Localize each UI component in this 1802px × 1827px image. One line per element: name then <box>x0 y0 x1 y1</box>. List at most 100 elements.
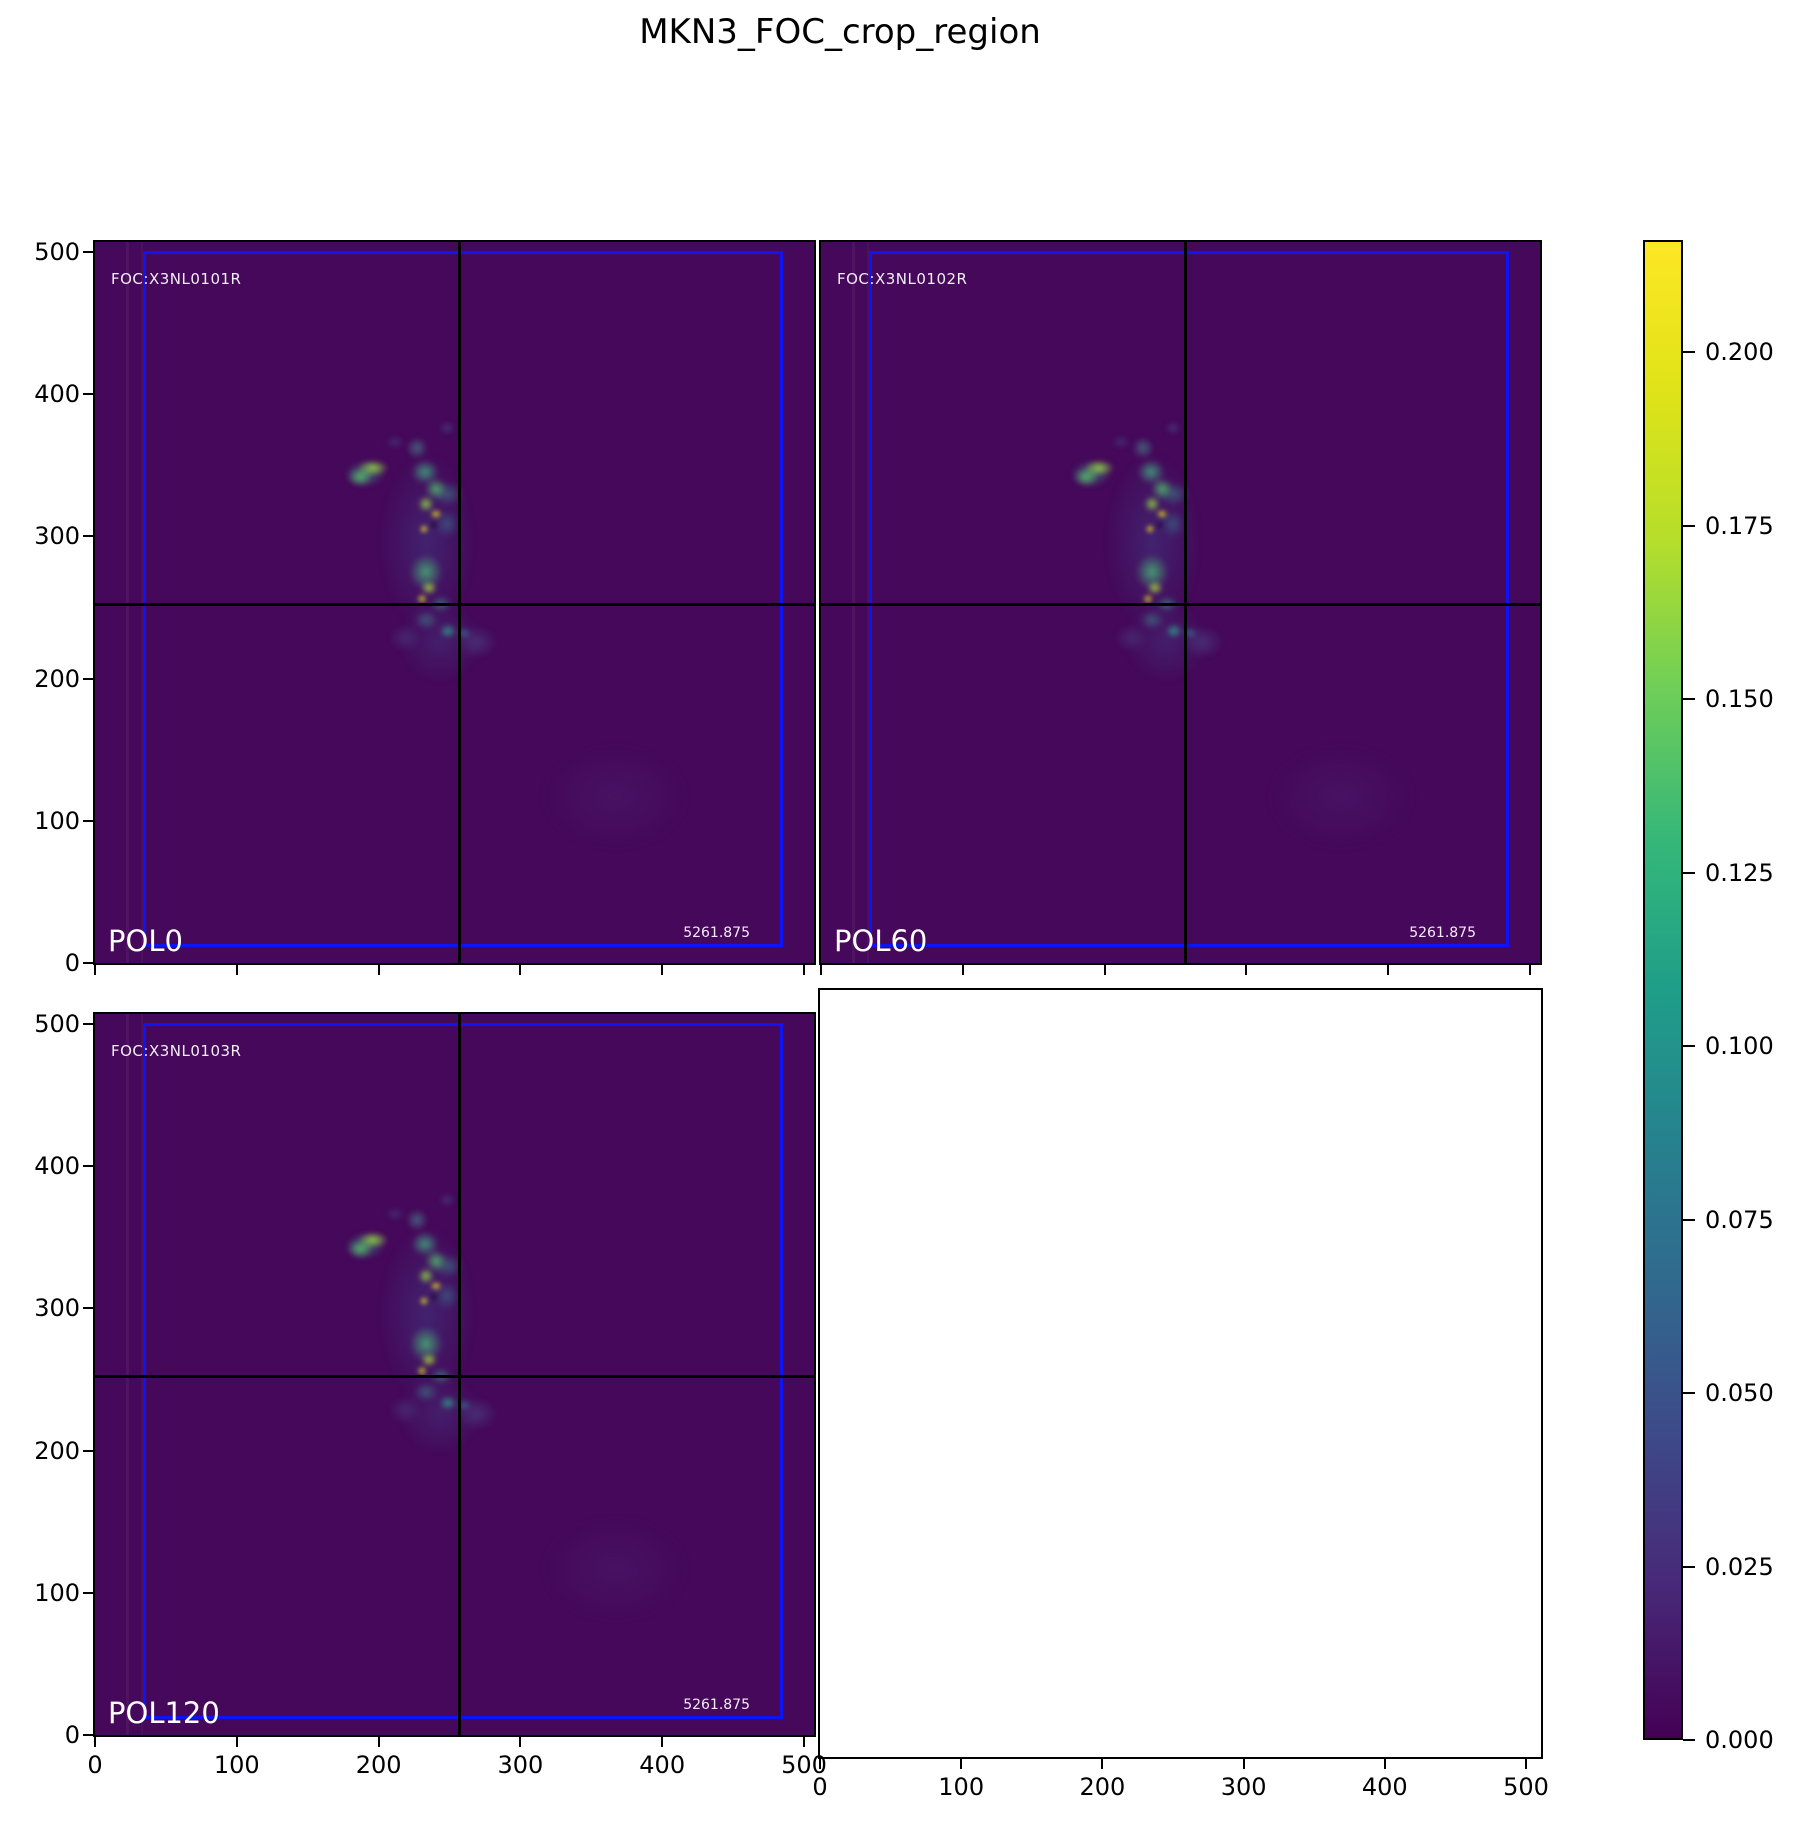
x-tick <box>1525 1759 1527 1769</box>
colorbar-tick-label: 0.125 <box>1705 858 1774 887</box>
y-tick <box>83 1734 93 1736</box>
foc-exposure-label: FOC:X3NL0101R <box>111 270 242 288</box>
x-tick-label: 300 <box>497 1751 544 1779</box>
figure-title: MKN3_FOC_crop_region <box>639 12 1041 52</box>
x-tick <box>661 965 664 975</box>
galaxy-emission-image <box>95 1014 814 1735</box>
crosshair-horizontal <box>95 1375 814 1378</box>
value-annotation: 5261.875 <box>683 1697 750 1713</box>
foc-exposure-label: FOC:X3NL0102R <box>837 270 968 288</box>
x-tick-label: 0 <box>87 1751 103 1779</box>
y-tick-label: 100 <box>34 1578 80 1607</box>
x-tick <box>1101 1759 1104 1769</box>
colorbar-tick-label: 0.075 <box>1705 1205 1774 1234</box>
x-tick-label: 100 <box>213 1751 260 1779</box>
x-tick <box>960 1759 963 1769</box>
x-tick-label: 400 <box>1361 1773 1408 1801</box>
colorbar-tick <box>1683 524 1695 527</box>
colorbar-tick <box>1683 1565 1695 1568</box>
x-tick <box>661 1737 664 1747</box>
x-tick <box>1383 1759 1386 1769</box>
x-tick <box>819 1759 821 1769</box>
y-tick-label: 300 <box>34 1294 80 1323</box>
x-tick-label: 300 <box>1220 1773 1267 1801</box>
colorbar-tick-label: 0.175 <box>1705 511 1774 540</box>
colorbar-tick <box>1683 1392 1695 1395</box>
colorbar-tick <box>1683 351 1695 354</box>
x-tick-label: 200 <box>1079 1773 1126 1801</box>
y-tick-label: 400 <box>34 1152 80 1181</box>
polarizer-label: POL120 <box>108 1696 220 1730</box>
y-tick-label: 200 <box>34 664 80 693</box>
x-tick <box>1387 965 1390 975</box>
y-tick <box>83 1307 93 1310</box>
colorbar-tick <box>1683 1218 1695 1221</box>
colorbar-tick-label: 0.150 <box>1705 685 1774 714</box>
y-tick-label: 200 <box>34 1436 80 1465</box>
subplot-pol120: FOC:X3NL0103R POL120 5261.875 <box>93 1012 816 1737</box>
x-tick <box>1529 965 1531 975</box>
y-tick <box>83 819 93 822</box>
y-tick <box>83 251 93 253</box>
x-tick <box>519 965 522 975</box>
value-annotation: 5261.875 <box>683 925 750 941</box>
y-tick-label: 0 <box>64 1721 80 1749</box>
crop-region-box <box>143 1023 783 1719</box>
x-tick-label: 400 <box>639 1751 686 1779</box>
y-tick <box>83 1165 93 1168</box>
x-tick <box>803 965 805 975</box>
x-tick <box>1242 1759 1245 1769</box>
crosshair-vertical <box>1184 242 1187 963</box>
y-tick-label: 100 <box>34 806 80 835</box>
x-tick <box>820 965 822 975</box>
colorbar-tick-label: 0.050 <box>1705 1379 1774 1408</box>
x-tick <box>377 1737 380 1747</box>
y-tick <box>83 1023 93 1025</box>
galaxy-emission-image <box>821 242 1540 963</box>
value-annotation: 5261.875 <box>1409 925 1476 941</box>
colorbar-tick <box>1683 1045 1695 1048</box>
subplot-empty <box>818 988 1543 1759</box>
y-tick-label: 500 <box>34 1010 80 1038</box>
crosshair-vertical <box>458 1014 461 1735</box>
crosshair-horizontal <box>821 603 1540 606</box>
x-tick <box>519 1737 522 1747</box>
y-tick-label: 300 <box>34 522 80 551</box>
subplot-pol60: FOC:X3NL0102R POL60 5261.875 <box>819 240 1542 965</box>
y-tick-label: 500 <box>34 238 80 266</box>
crop-region-box <box>143 251 783 947</box>
crosshair-horizontal <box>95 603 814 606</box>
x-tick <box>235 1737 238 1747</box>
x-tick-label: 100 <box>938 1773 985 1801</box>
y-tick-label: 0 <box>64 949 80 977</box>
colorbar-tick <box>1683 698 1695 701</box>
y-tick <box>83 393 93 396</box>
galaxy-emission-image <box>95 242 814 963</box>
x-tick-label: 200 <box>355 1751 402 1779</box>
y-tick-label: 400 <box>34 380 80 409</box>
foc-exposure-label: FOC:X3NL0103R <box>111 1042 242 1060</box>
y-tick <box>83 962 93 964</box>
crosshair-vertical <box>458 242 461 963</box>
polarizer-label: POL60 <box>834 924 928 958</box>
x-tick-label: 0 <box>812 1773 828 1801</box>
y-tick <box>83 677 93 680</box>
x-tick <box>803 1737 805 1747</box>
x-tick <box>94 965 96 975</box>
colorbar-tick-label: 0.025 <box>1705 1552 1774 1581</box>
y-tick <box>83 535 93 538</box>
colorbar-tick <box>1683 1739 1695 1741</box>
subplot-pol0: FOC:X3NL0101R POL0 5261.875 <box>93 240 816 965</box>
x-tick <box>1103 965 1106 975</box>
y-tick <box>83 1449 93 1452</box>
x-tick <box>961 965 964 975</box>
colorbar-tick <box>1683 871 1695 874</box>
colorbar-tick-label: 0.100 <box>1705 1032 1774 1061</box>
x-tick <box>235 965 238 975</box>
y-tick <box>83 1591 93 1594</box>
colorbar-tick-label: 0.200 <box>1705 338 1774 367</box>
x-tick <box>94 1737 96 1747</box>
x-tick <box>377 965 380 975</box>
x-tick <box>1245 965 1248 975</box>
